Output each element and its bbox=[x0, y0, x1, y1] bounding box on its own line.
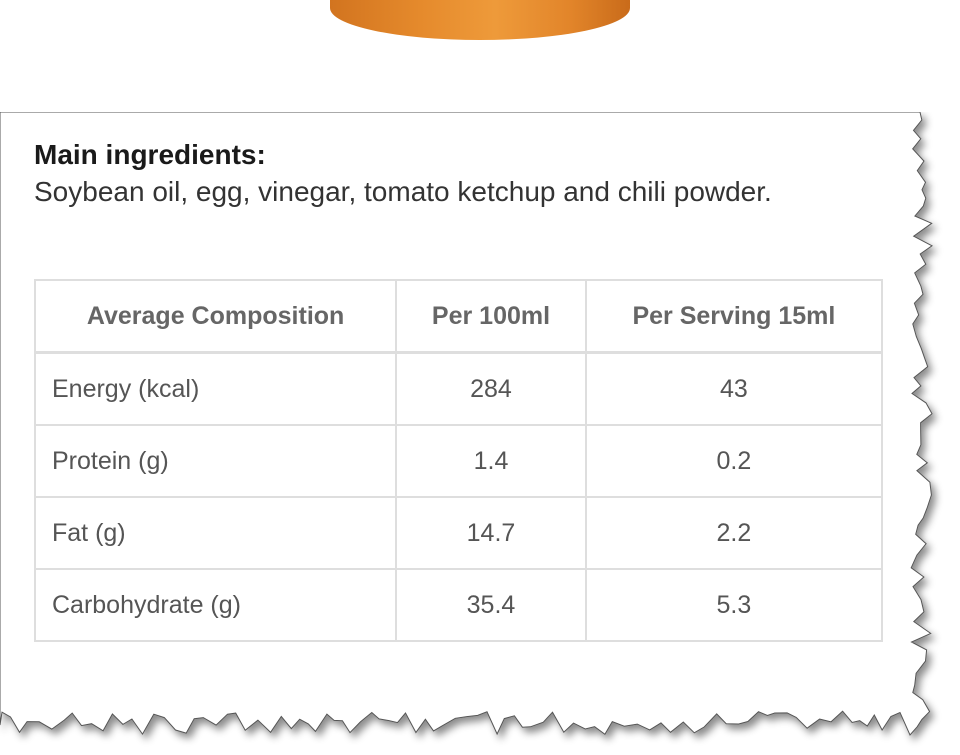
per-100ml-value: 14.7 bbox=[395, 496, 587, 570]
content-area: Main ingredients: Soybean oil, egg, vine… bbox=[33, 138, 914, 642]
table-row: Energy (kcal) 284 43 bbox=[33, 351, 884, 426]
per-100ml-value: 284 bbox=[395, 351, 587, 426]
table-row: Protein (g) 1.4 0.2 bbox=[33, 424, 884, 498]
ingredients-text: Soybean oil, egg, vinegar, tomato ketchu… bbox=[34, 176, 772, 207]
per-100ml-value: 1.4 bbox=[395, 424, 587, 498]
product-bottle-image bbox=[330, 0, 630, 40]
per-serving-value: 0.2 bbox=[584, 424, 884, 498]
per-serving-value: 43 bbox=[584, 351, 884, 426]
torn-paper-panel: Main ingredients: Soybean oil, egg, vine… bbox=[0, 112, 935, 742]
column-header-per-100ml: Per 100ml bbox=[395, 279, 587, 354]
table-header-row: Average Composition Per 100ml Per Servin… bbox=[33, 279, 884, 354]
nutrient-label: Carbohydrate (g) bbox=[33, 568, 398, 642]
per-100ml-value: 35.4 bbox=[395, 568, 587, 642]
column-header-composition: Average Composition bbox=[33, 279, 398, 354]
column-header-per-serving: Per Serving 15ml bbox=[584, 279, 884, 354]
per-serving-value: 5.3 bbox=[584, 568, 884, 642]
table-row: Carbohydrate (g) 35.4 5.3 bbox=[33, 568, 884, 642]
nutrient-label: Energy (kcal) bbox=[33, 351, 398, 426]
per-serving-value: 2.2 bbox=[584, 496, 884, 570]
nutrient-label: Fat (g) bbox=[33, 496, 398, 570]
ingredients-heading: Main ingredients: bbox=[34, 139, 266, 170]
nutrition-table: Average Composition Per 100ml Per Servin… bbox=[33, 279, 884, 642]
nutrient-label: Protein (g) bbox=[33, 424, 398, 498]
table-row: Fat (g) 14.7 2.2 bbox=[33, 496, 884, 570]
